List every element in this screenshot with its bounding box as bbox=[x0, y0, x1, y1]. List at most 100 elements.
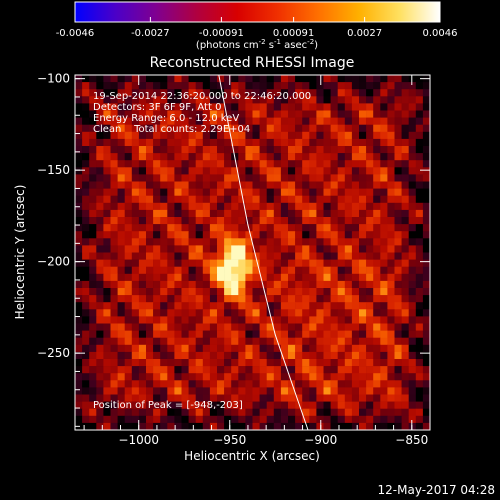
heatmap-cell bbox=[266, 309, 275, 317]
heatmap-cell bbox=[252, 394, 260, 402]
heatmap-cell bbox=[401, 238, 409, 246]
heatmap-cell bbox=[380, 408, 388, 417]
heatmap-cell bbox=[316, 188, 324, 196]
heatmap-cell bbox=[280, 401, 289, 409]
heatmap-cell bbox=[359, 266, 367, 275]
heatmap-cell bbox=[75, 146, 83, 154]
heatmap-cell bbox=[124, 82, 133, 90]
heatmap-cell bbox=[96, 167, 104, 175]
heatmap-cell bbox=[366, 238, 374, 246]
heatmap-cell bbox=[103, 273, 111, 282]
heatmap-cell bbox=[401, 231, 409, 239]
heatmap-cell bbox=[380, 131, 388, 140]
heatmap-cell bbox=[323, 89, 331, 97]
heatmap-cell bbox=[415, 103, 424, 111]
heatmap-cell bbox=[153, 323, 161, 331]
heatmap-cell bbox=[359, 366, 367, 374]
heatmap-cell bbox=[351, 302, 360, 310]
heatmap-cell bbox=[323, 401, 331, 409]
heatmap-cell bbox=[89, 89, 97, 97]
heatmap-cell bbox=[387, 415, 395, 424]
heatmap-cell bbox=[351, 238, 360, 246]
heatmap-cell bbox=[238, 224, 246, 232]
heatmap-cell bbox=[387, 359, 395, 367]
heatmap-cell bbox=[174, 394, 182, 402]
heatmap-cell bbox=[124, 188, 133, 196]
heatmap-cell bbox=[89, 124, 97, 133]
heatmap-cell bbox=[309, 415, 317, 424]
heatmap-cell bbox=[153, 75, 161, 83]
heatmap-cell bbox=[295, 309, 303, 317]
heatmap-cell bbox=[295, 238, 303, 246]
heatmap-cell bbox=[75, 224, 83, 232]
heatmap-cell bbox=[188, 195, 196, 204]
heatmap-cell bbox=[117, 209, 125, 218]
heatmap-cell bbox=[75, 131, 83, 140]
heatmap-cell bbox=[408, 238, 417, 246]
heatmap-cell bbox=[245, 245, 253, 253]
heatmap-cell bbox=[295, 209, 303, 218]
heatmap-cell bbox=[82, 280, 90, 289]
heatmap-cell bbox=[422, 373, 430, 381]
heatmap-cell bbox=[366, 75, 374, 83]
heatmap-cell bbox=[146, 238, 154, 246]
heatmap-cell bbox=[124, 273, 133, 282]
heatmap-cell bbox=[224, 75, 232, 83]
heatmap-cell bbox=[195, 217, 204, 225]
heatmap-cell bbox=[302, 153, 310, 161]
heatmap-cell bbox=[75, 415, 83, 424]
heatmap-cell bbox=[373, 82, 381, 90]
heatmap-cell bbox=[238, 273, 246, 282]
heatmap-cell bbox=[224, 422, 232, 430]
heatmap-cell bbox=[131, 75, 140, 83]
heatmap-cell bbox=[415, 366, 424, 374]
heatmap-cell bbox=[96, 117, 104, 125]
heatmap-cell bbox=[82, 401, 90, 409]
heatmap-cell bbox=[309, 273, 317, 282]
heatmap-cell bbox=[323, 351, 331, 360]
heatmap-cell bbox=[217, 124, 225, 133]
heatmap-cell bbox=[302, 224, 310, 232]
heatmap-cell bbox=[273, 366, 282, 374]
heatmap-cell bbox=[138, 181, 147, 189]
heatmap-cell bbox=[387, 316, 395, 324]
heatmap-cell bbox=[415, 188, 424, 196]
heatmap-cell bbox=[224, 188, 232, 196]
heatmap-cell bbox=[124, 415, 133, 424]
heatmap-cell bbox=[238, 231, 246, 239]
solar-limb-line bbox=[218, 75, 309, 430]
heatmap-cell bbox=[174, 217, 182, 225]
heatmap-cell bbox=[75, 238, 83, 246]
heatmap-cell bbox=[131, 295, 140, 303]
heatmap-cell bbox=[138, 401, 147, 409]
heatmap-cell bbox=[288, 330, 296, 338]
heatmap-cell bbox=[359, 224, 367, 232]
heatmap-cell bbox=[366, 387, 374, 395]
heatmap-cell bbox=[366, 202, 374, 211]
heatmap-cell bbox=[138, 167, 147, 175]
heatmap-cell bbox=[309, 302, 317, 310]
heatmap-cell bbox=[408, 209, 417, 218]
heatmap-cell bbox=[160, 75, 168, 83]
heatmap-cell bbox=[202, 344, 211, 353]
heatmap-cell bbox=[252, 259, 260, 267]
heatmap-cell bbox=[153, 337, 161, 346]
heatmap-cell bbox=[266, 124, 275, 133]
heatmap-cell bbox=[415, 380, 424, 388]
heatmap-cell bbox=[231, 82, 239, 90]
heatmap-cell bbox=[351, 202, 360, 211]
heatmap-cell bbox=[146, 146, 154, 154]
heatmap-cell bbox=[401, 252, 409, 260]
heatmap-cell bbox=[288, 202, 296, 211]
heatmap-cell bbox=[117, 380, 125, 388]
heatmap-cell bbox=[401, 309, 409, 317]
heatmap-cell bbox=[280, 273, 289, 282]
heatmap-cell bbox=[359, 252, 367, 260]
heatmap-cell bbox=[387, 181, 395, 189]
heatmap-cell bbox=[153, 153, 161, 161]
heatmap-cell bbox=[195, 103, 204, 111]
heatmap-cell bbox=[351, 280, 360, 289]
heatmap-cell bbox=[209, 259, 218, 267]
heatmap-cell bbox=[401, 245, 409, 253]
heatmap-cell bbox=[96, 302, 104, 310]
